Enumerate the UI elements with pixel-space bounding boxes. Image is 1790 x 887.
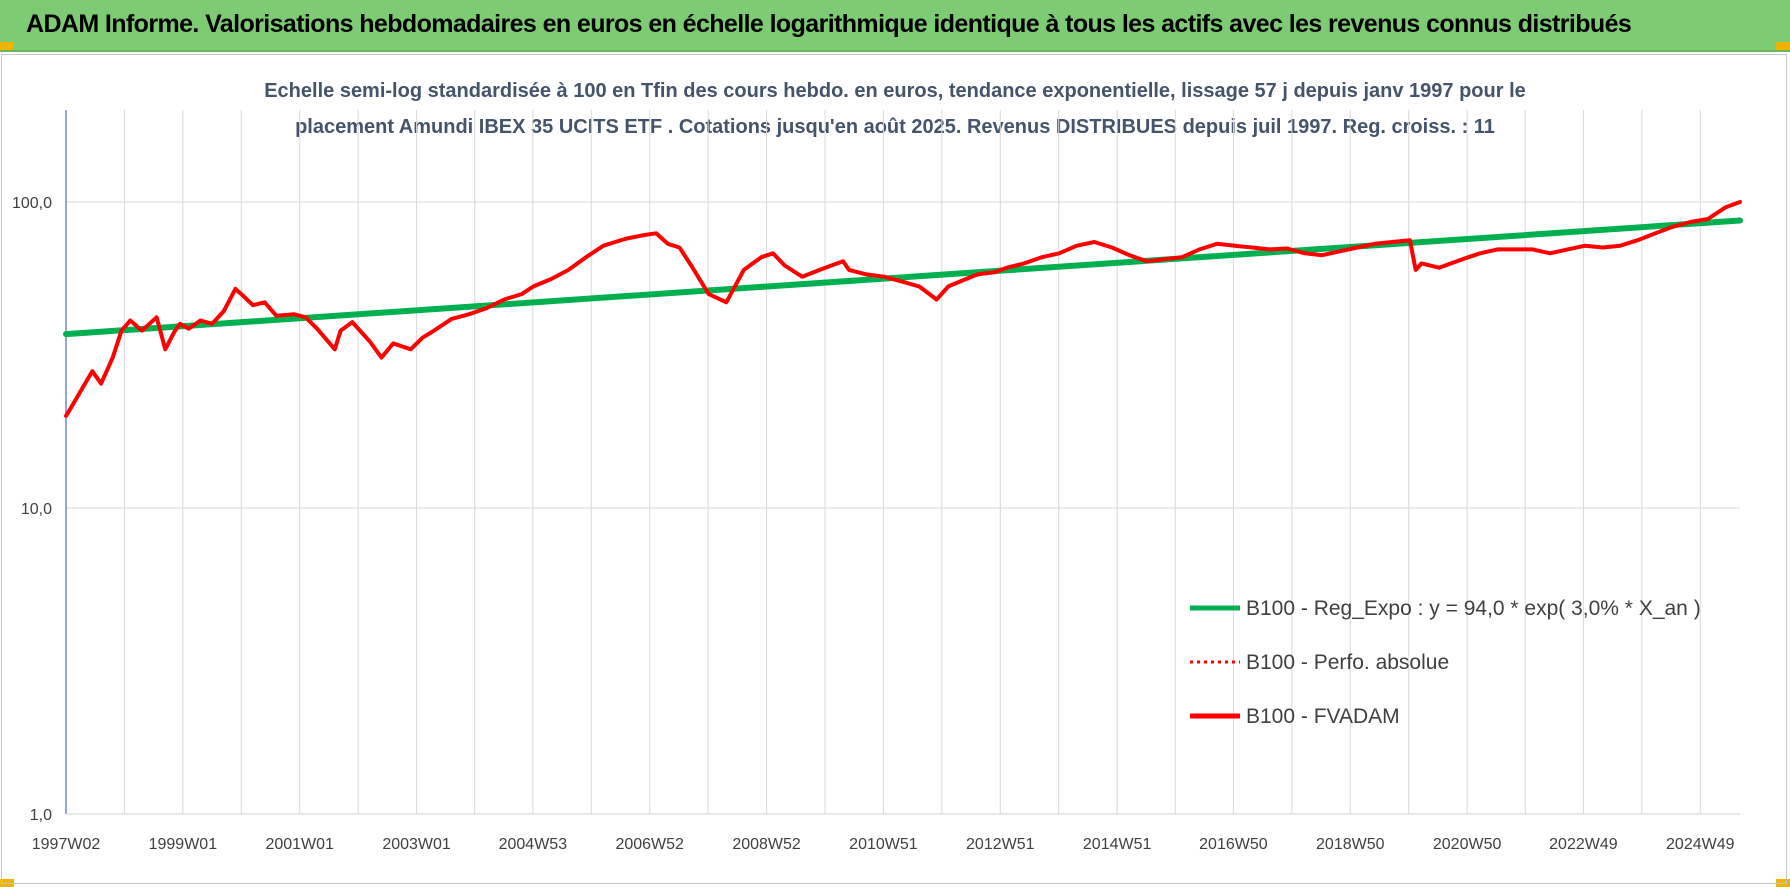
x-tick-label: 1999W01 — [149, 836, 218, 853]
banner-title: ADAM Informe. Valorisations hebdomadaire… — [26, 10, 1632, 38]
y-tick-label: 1,0 — [30, 807, 52, 824]
y-tick-label: 10,0 — [21, 501, 52, 518]
legend-label: B100 - FVADAM — [1246, 705, 1400, 728]
chart-frame — [1, 54, 1787, 884]
corner-marker-top-left — [0, 42, 14, 50]
x-tick-label: 2020W50 — [1433, 836, 1502, 853]
axes: 1,0 10,0 100,0 1997W02 1999W01 2001W01 2003W01… — [12, 110, 1740, 853]
x-tick-label: 2008W52 — [732, 836, 801, 853]
x-tick-label: 2004W53 — [499, 836, 568, 853]
x-tick-label: 1997W02 — [32, 836, 101, 853]
legend: B100 - Reg_Expo : y = 94,0 * exp( 3,0% *… — [1190, 597, 1701, 728]
x-tick-label: 2018W50 — [1316, 836, 1385, 853]
chart-title-line-2: placement Amundi IBEX 35 UCITS ETF . Cot… — [295, 116, 1495, 138]
legend-label: B100 - Perfo. absolue — [1246, 651, 1449, 674]
x-tick-label: 2014W51 — [1083, 836, 1152, 853]
x-tick-label: 2022W49 — [1549, 836, 1618, 853]
x-tick-label: 2012W51 — [966, 836, 1035, 853]
grid-lines — [66, 110, 1740, 814]
chart-title-line-1: Echelle semi-log standardisée à 100 en T… — [264, 80, 1526, 102]
series-lines — [63, 200, 1743, 418]
x-tick-label: 2024W49 — [1666, 836, 1735, 853]
title-banner: ADAM Informe. Valorisations hebdomadaire… — [0, 0, 1790, 52]
trend-line-series — [63, 217, 1743, 338]
x-tick-label: 2001W01 — [265, 836, 334, 853]
x-tick-label: 2016W50 — [1199, 836, 1268, 853]
y-tick-label: 100,0 — [12, 195, 52, 212]
legend-label: B100 - Reg_Expo : y = 94,0 * exp( 3,0% *… — [1246, 597, 1701, 620]
x-tick-label: 2006W52 — [615, 836, 684, 853]
corner-marker-top-right — [1776, 42, 1790, 50]
x-tick-label: 2010W51 — [849, 836, 918, 853]
fvadam-line-series — [64, 200, 1742, 418]
x-tick-label: 2003W01 — [382, 836, 451, 853]
